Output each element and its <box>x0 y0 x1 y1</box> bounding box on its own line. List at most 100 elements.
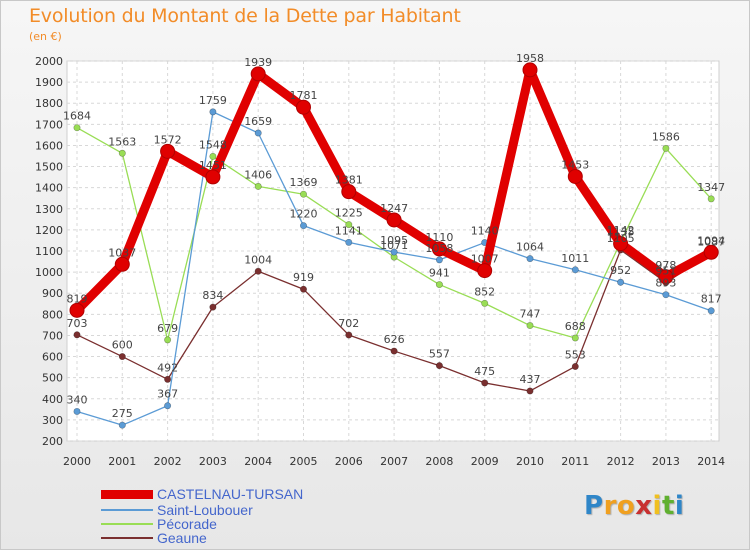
data-label: 626 <box>384 333 405 346</box>
data-point <box>431 241 447 257</box>
data-point <box>164 402 172 410</box>
data-label: 1064 <box>516 241 544 254</box>
data-point <box>299 222 307 230</box>
data-point <box>254 129 262 137</box>
data-point <box>435 281 443 289</box>
data-label: 952 <box>610 264 631 277</box>
data-label: 1453 <box>561 158 589 171</box>
x-tick-label: 2008 <box>425 455 453 468</box>
data-label: 1087 <box>697 236 725 249</box>
brand-letter: t <box>661 491 675 521</box>
data-label: 679 <box>157 322 178 335</box>
data-point <box>571 266 579 274</box>
x-tick-label: 2002 <box>154 455 182 468</box>
data-point <box>118 149 126 157</box>
data-label: 553 <box>565 348 586 361</box>
data-point <box>658 269 674 285</box>
data-label: 1381 <box>335 174 363 187</box>
data-label: 1369 <box>290 176 318 189</box>
data-label: 1958 <box>516 52 544 65</box>
data-label: 557 <box>429 348 450 361</box>
y-tick-label: 1000 <box>35 266 63 279</box>
legend-label-geaune: Geaune <box>157 530 207 546</box>
data-label: 919 <box>293 271 314 284</box>
y-tick-label: 1400 <box>35 182 63 195</box>
data-point <box>435 362 443 370</box>
data-point <box>250 66 266 82</box>
y-tick-label: 1200 <box>35 224 63 237</box>
data-point <box>114 256 130 272</box>
chart-subtitle: (en €) <box>29 30 62 43</box>
data-point <box>299 285 307 293</box>
data-point <box>254 182 262 190</box>
data-label: 1225 <box>335 207 363 220</box>
legend-label-saint-loubouer: Saint-Loubouer <box>157 502 253 518</box>
y-tick-label: 900 <box>42 287 63 300</box>
data-point <box>707 195 715 203</box>
data-point <box>662 144 670 152</box>
data-label: 1094 <box>697 234 725 247</box>
y-tick-label: 600 <box>42 351 63 364</box>
data-point <box>613 236 629 252</box>
data-point <box>299 190 307 198</box>
brand-letter: x <box>635 491 653 521</box>
y-tick-label: 700 <box>42 329 63 342</box>
data-point <box>296 99 311 115</box>
x-tick-label: 2005 <box>290 455 318 468</box>
data-label: 951 <box>655 264 676 277</box>
data-label: 1563 <box>108 135 136 148</box>
data-point <box>526 322 534 330</box>
data-point <box>118 421 126 429</box>
legend-swatch-castelnau <box>101 490 153 499</box>
data-point <box>526 387 534 395</box>
y-tick-label: 1100 <box>35 245 63 258</box>
y-tick-label: 500 <box>42 372 63 385</box>
data-label: 747 <box>520 308 541 321</box>
x-tick-label: 2006 <box>335 455 363 468</box>
data-point <box>164 375 172 383</box>
data-point <box>345 238 353 246</box>
data-point <box>386 212 402 228</box>
data-point <box>345 221 353 229</box>
data-label: 893 <box>655 277 676 290</box>
data-label: 1058 <box>425 242 453 255</box>
data-label: 1548 <box>199 138 227 151</box>
data-label: 1451 <box>199 159 227 172</box>
data-point <box>390 248 398 256</box>
data-label: 817 <box>701 293 722 306</box>
data-label: 1247 <box>380 202 408 215</box>
data-label: 1011 <box>561 252 589 265</box>
data-point <box>526 255 534 263</box>
data-point <box>481 379 489 387</box>
data-label: 1007 <box>471 253 499 266</box>
data-label: 1347 <box>697 181 725 194</box>
data-point <box>73 407 81 415</box>
data-label: 275 <box>112 407 133 420</box>
data-label: 1095 <box>380 234 408 247</box>
data-point <box>205 169 221 185</box>
data-point <box>477 263 493 279</box>
brand-logo: Proxiti <box>584 491 684 521</box>
y-tick-label: 1300 <box>35 203 63 216</box>
data-point <box>69 302 85 318</box>
brand-letter: o <box>616 491 636 521</box>
data-label: 703 <box>67 317 88 330</box>
legend-swatch-saint-loubouer <box>101 509 153 511</box>
data-label: 1572 <box>154 133 182 146</box>
data-point <box>345 331 353 339</box>
data-label: 852 <box>474 285 495 298</box>
data-label: 1141 <box>335 224 363 237</box>
data-point <box>481 299 489 307</box>
data-label: 1037 <box>108 246 136 259</box>
data-label: 1140 <box>471 225 499 238</box>
data-point <box>703 244 719 260</box>
data-label: 1759 <box>199 94 227 107</box>
y-tick-label: 200 <box>42 435 63 448</box>
data-label: 1406 <box>244 168 272 181</box>
legend-swatch-pecorade <box>101 523 153 525</box>
data-point <box>707 307 715 315</box>
data-point <box>571 334 579 342</box>
brand-letter: P <box>584 491 604 521</box>
